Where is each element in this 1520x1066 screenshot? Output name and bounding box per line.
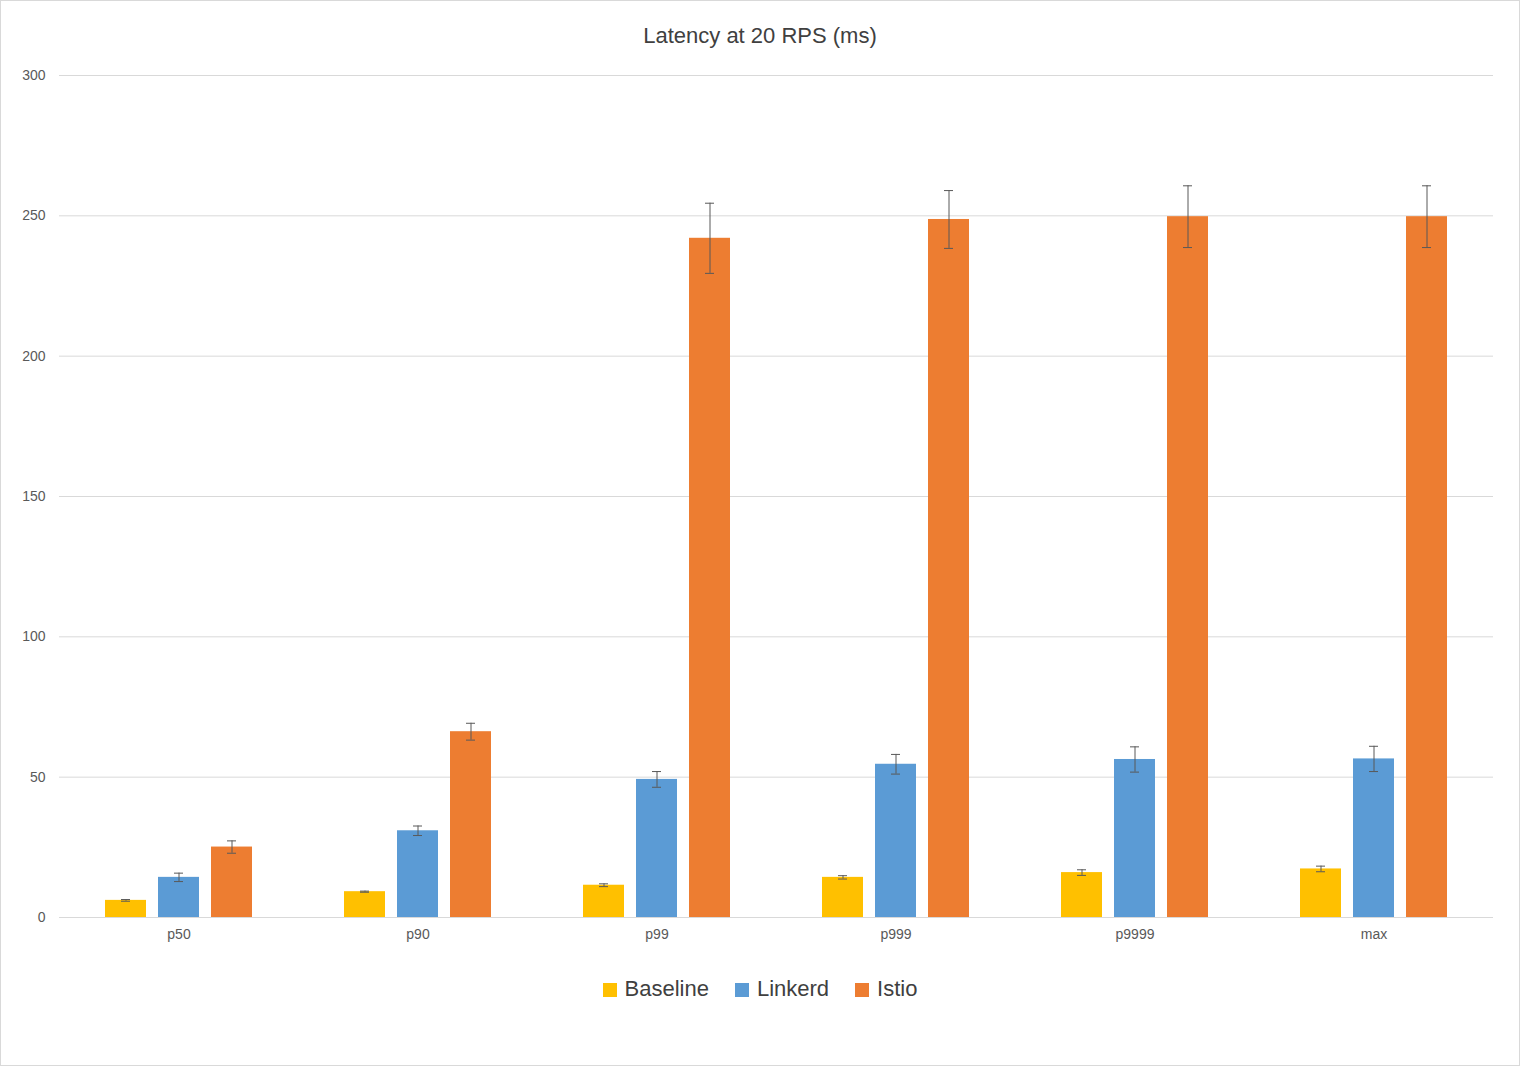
- html-text:Linkerd: Linkerd: [756, 976, 830, 1001]
- svg-text:max: max: [1361, 926, 1387, 942]
- svg-text:p9999: p9999: [1116, 926, 1155, 942]
- svg-text:0: 0: [38, 909, 46, 925]
- svg-text:p90: p90: [406, 926, 430, 942]
- svg-text:p99: p99: [645, 926, 669, 942]
- svg-text:200: 200: [22, 348, 46, 364]
- svg-text:250: 250: [22, 207, 46, 223]
- svg-text:p999: p999: [880, 926, 911, 942]
- svg-text:p50: p50: [167, 926, 191, 942]
- svg-text:150: 150: [22, 488, 46, 504]
- svg-text:50: 50: [30, 769, 46, 785]
- html-text:Baseline: Baseline: [624, 976, 709, 1001]
- html-text:Latency at 20 RPS (ms): Latency at 20 RPS (ms): [643, 23, 877, 48]
- svg-text:100: 100: [22, 628, 46, 644]
- html-text:Istio: Istio: [877, 976, 918, 1001]
- svg-text:300: 300: [22, 67, 46, 83]
